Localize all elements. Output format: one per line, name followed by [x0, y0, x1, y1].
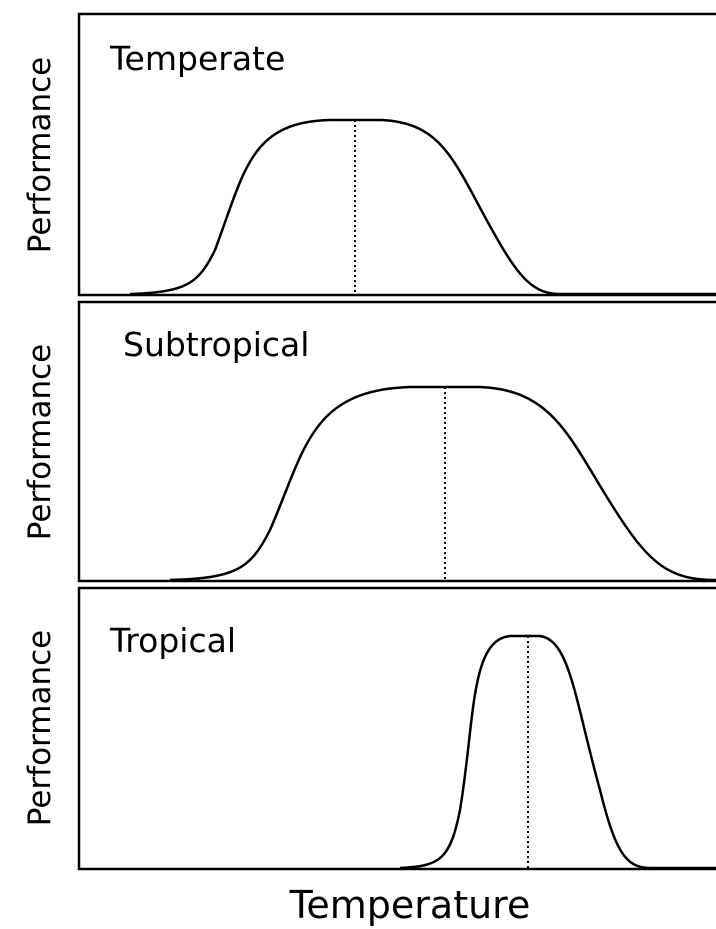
panel: Tropical Performance: [22, 586, 716, 871]
panel-frame: [77, 586, 716, 871]
panel-frame: [77, 300, 716, 583]
y-axis-label: Performance: [22, 630, 58, 826]
panel: Subtropical Performance: [22, 300, 716, 583]
performance-curve: [399, 634, 716, 870]
performance-curve: [129, 118, 716, 296]
x-axis-label: Temperature: [289, 883, 531, 927]
panel-title: Tropical: [109, 621, 236, 660]
y-axis-label: Performance: [22, 344, 58, 540]
performance-curve: [169, 385, 716, 582]
y-axis-label: Performance: [22, 57, 58, 253]
panel: Temperate Performance: [22, 12, 716, 297]
panel-title: Subtropical: [123, 325, 309, 364]
panel-title: Temperate: [109, 39, 285, 78]
panel-frame: [77, 12, 716, 297]
